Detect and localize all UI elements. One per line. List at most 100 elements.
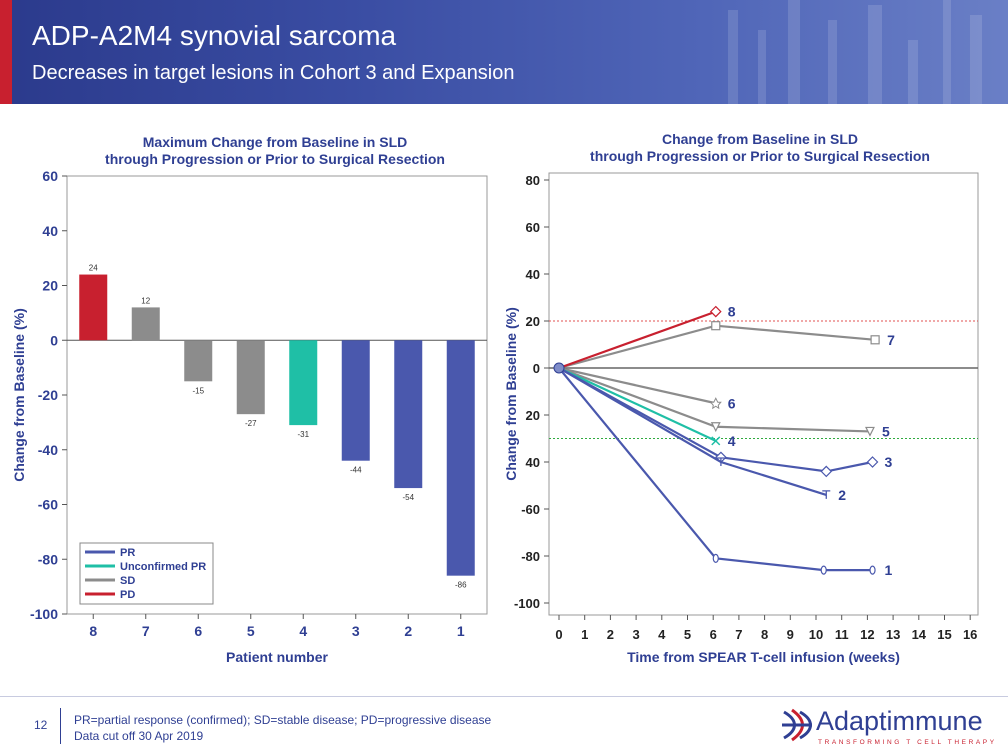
y-tick-label: 0 bbox=[533, 361, 540, 376]
legend-label: SD bbox=[120, 575, 135, 587]
bar-chart: 6040200-20-40-60-80-100248127-156-275-31… bbox=[11, 168, 488, 665]
bar-chart-title-line1: Maximum Change from Baseline in SLD bbox=[142, 134, 408, 150]
bar-value-label: -15 bbox=[192, 386, 204, 395]
x-tick-label: 14 bbox=[912, 627, 927, 642]
bar-value-label: -86 bbox=[455, 581, 467, 590]
x-tick-label: 9 bbox=[787, 627, 794, 642]
baseline-origin-marker bbox=[553, 362, 565, 374]
bar-chart-title: Maximum Change from Baseline in SLD thro… bbox=[60, 134, 490, 168]
footer-separator bbox=[60, 708, 61, 744]
y-axis-label: Change from Baseline (%) bbox=[11, 308, 27, 481]
y-tick-label: 20 bbox=[526, 408, 540, 423]
page-number: 12 bbox=[34, 718, 48, 732]
data-point-circle bbox=[712, 553, 719, 563]
bar-value-label: 24 bbox=[89, 264, 98, 273]
y-tick-label: 40 bbox=[526, 267, 540, 282]
bar bbox=[79, 274, 108, 341]
footer-divider bbox=[0, 696, 1008, 697]
bar-value-label: 12 bbox=[141, 296, 150, 305]
y-tick-label: 40 bbox=[42, 223, 58, 239]
legend-label: PD bbox=[120, 589, 135, 601]
x-tick-label: 3 bbox=[352, 623, 360, 639]
x-tick-label: 13 bbox=[886, 627, 900, 642]
y-tick-label: 60 bbox=[526, 220, 540, 235]
series-label: 1 bbox=[885, 562, 893, 578]
y-tick-label: -20 bbox=[38, 387, 58, 403]
x-tick-label: 4 bbox=[299, 623, 307, 639]
data-point-triangle bbox=[710, 422, 721, 433]
x-axis-label: Patient number bbox=[226, 649, 328, 665]
y-tick-label: 40 bbox=[526, 455, 540, 470]
x-tick-label: 16 bbox=[963, 627, 977, 642]
y-tick-label: -100 bbox=[30, 606, 58, 622]
x-tick-label: 12 bbox=[860, 627, 874, 642]
page-subtitle: Decreases in target lesions in Cohort 3 … bbox=[32, 62, 515, 84]
bar bbox=[446, 340, 475, 576]
series-line bbox=[558, 367, 717, 442]
plot-area bbox=[548, 172, 979, 616]
logo-tagline: TRANSFORMING T CELL THERAPY bbox=[818, 739, 997, 746]
data-point-tee bbox=[716, 457, 725, 466]
y-tick-label: 60 bbox=[42, 168, 58, 184]
footnote-abbreviations: PR=partial response (confirmed); SD=stab… bbox=[74, 713, 492, 727]
stock-ticker-decoration bbox=[728, 0, 982, 104]
bar bbox=[184, 340, 213, 382]
x-tick-label: 7 bbox=[735, 627, 742, 642]
y-tick-label: -80 bbox=[38, 551, 58, 567]
series-label: 7 bbox=[887, 332, 895, 348]
x-tick-label: 5 bbox=[684, 627, 691, 642]
x-tick-label: 4 bbox=[658, 627, 666, 642]
data-point-triangle bbox=[864, 426, 875, 437]
x-tick-label: 8 bbox=[89, 623, 97, 639]
x-tick-label: 2 bbox=[404, 623, 412, 639]
legend-label: Unconfirmed PR bbox=[120, 561, 206, 573]
legend: PR Unconfirmed PR SD PD bbox=[79, 542, 214, 605]
bar-chart-title-line2: through Progression or Prior to Surgical… bbox=[105, 151, 445, 167]
series-label: 5 bbox=[882, 423, 890, 439]
x-tick-label: 8 bbox=[761, 627, 768, 642]
helix-logo-icon bbox=[782, 708, 812, 742]
y-tick-label: 20 bbox=[42, 278, 58, 294]
series-line bbox=[558, 367, 873, 473]
footnote: PR=partial response (confirmed); SD=stab… bbox=[74, 712, 491, 744]
y-axis-label: Change from Baseline (%) bbox=[503, 307, 519, 480]
x-tick-label: 6 bbox=[710, 627, 717, 642]
series-line bbox=[558, 367, 873, 572]
x-tick-label: 2 bbox=[607, 627, 614, 642]
x-tick-label: 3 bbox=[632, 627, 639, 642]
bar-value-label: -54 bbox=[402, 493, 414, 502]
data-point-diamond bbox=[866, 456, 879, 468]
bar-value-label: -27 bbox=[245, 419, 257, 428]
bar bbox=[394, 340, 423, 489]
y-tick-label: 20 bbox=[526, 314, 540, 329]
bar-value-label: -31 bbox=[297, 430, 309, 439]
y-tick-label: -100 bbox=[514, 596, 540, 611]
logo-wordmark: Adaptimmune bbox=[816, 706, 983, 736]
data-point-cross bbox=[711, 436, 721, 446]
line-chart-title-line2: through Progression or Prior to Surgical… bbox=[590, 148, 930, 164]
legend-label: PR bbox=[120, 547, 135, 559]
data-point-square bbox=[870, 335, 880, 345]
x-tick-label: 5 bbox=[247, 623, 255, 639]
x-tick-label: 10 bbox=[809, 627, 823, 642]
data-point-diamond bbox=[820, 465, 833, 478]
series-label: 2 bbox=[838, 487, 846, 503]
series-line bbox=[558, 366, 717, 405]
page-title: ADP-A2M4 synovial sarcoma bbox=[32, 20, 397, 51]
data-point-diamond bbox=[709, 305, 722, 318]
bar bbox=[289, 340, 318, 426]
x-axis-label: Time from SPEAR T-cell infusion (weeks) bbox=[627, 649, 900, 665]
series-line bbox=[558, 310, 717, 370]
line-chart-title: Change from Baseline in SLD through Prog… bbox=[540, 131, 980, 165]
bar bbox=[236, 340, 265, 415]
y-tick-label: 80 bbox=[526, 173, 540, 188]
x-tick-label: 11 bbox=[835, 627, 849, 642]
company-logo: Adaptimmune TRANSFORMING T CELL THERAPY bbox=[776, 704, 1008, 752]
x-tick-label: 1 bbox=[581, 627, 588, 642]
data-point-circle bbox=[869, 565, 876, 575]
series-label: 6 bbox=[728, 395, 736, 411]
data-point-tee bbox=[822, 490, 831, 499]
y-tick-label: 0 bbox=[50, 332, 58, 348]
series-label: 8 bbox=[728, 304, 736, 320]
